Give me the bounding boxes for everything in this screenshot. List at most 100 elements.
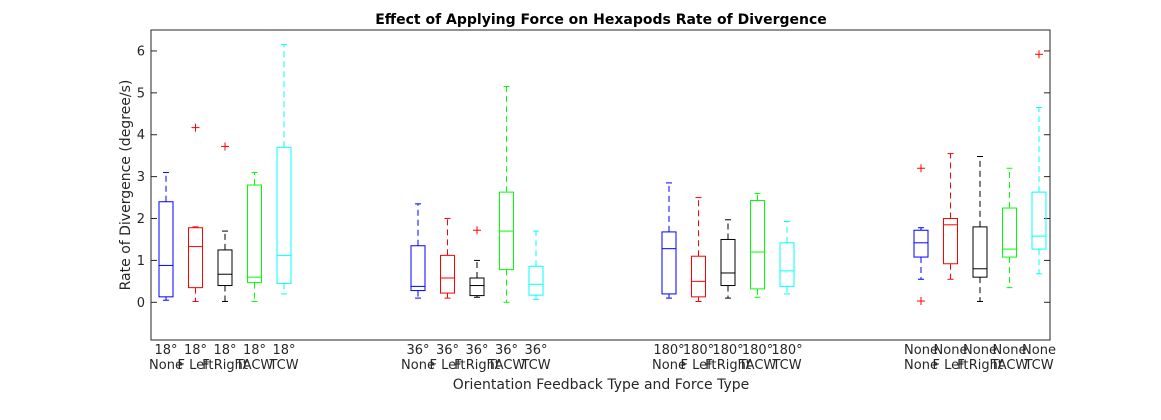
category-label-top: None <box>963 343 997 358</box>
box-iqr <box>779 242 795 287</box>
outlier-marker <box>221 142 229 151</box>
box-14 <box>750 192 765 298</box>
category-label-top: 18° <box>184 343 207 358</box>
category-label-bottom: TCW <box>1023 358 1053 373</box>
box-9 <box>499 86 514 303</box>
box-iqr <box>276 146 292 284</box>
box-iqr <box>158 201 174 298</box>
outlier-marker <box>473 226 481 235</box>
box-16 <box>913 164 929 306</box>
box-11 <box>661 182 677 299</box>
y-tick-label: 1 <box>137 254 145 269</box>
box-iqr <box>1031 191 1047 250</box>
box-4 <box>247 171 262 302</box>
category-label-bottom: F Right <box>202 358 248 373</box>
category-label-top: 36° <box>465 343 488 358</box>
category-label-top: 36° <box>436 343 459 358</box>
box-19 <box>1002 167 1017 289</box>
y-tick-label: 0 <box>137 296 145 311</box>
category-label-bottom: F Left <box>429 358 465 373</box>
category-label-bottom: F Right <box>705 358 751 373</box>
outlier-marker <box>917 164 925 173</box>
box-12 <box>691 197 706 302</box>
box-18 <box>972 156 988 302</box>
box-6 <box>410 203 426 299</box>
category-label-top: None <box>993 343 1027 358</box>
box-iqr <box>972 226 988 278</box>
boxes-group <box>158 44 1047 306</box>
category-label-bottom: None <box>149 358 183 373</box>
box-iqr <box>469 277 485 297</box>
category-label-top: None <box>904 343 938 358</box>
box-iqr <box>1002 207 1017 258</box>
category-label-bottom: F Left <box>680 358 716 373</box>
box-2 <box>188 123 203 302</box>
box-iqr <box>691 255 706 298</box>
box-iqr <box>720 238 736 287</box>
box-iqr <box>247 184 262 284</box>
box-5 <box>276 44 292 295</box>
box-20 <box>1031 50 1047 275</box>
category-label-bottom: F Left <box>932 358 968 373</box>
category-label-bottom: TACW <box>487 358 526 373</box>
category-label-top: 36° <box>406 343 429 358</box>
outlier-marker <box>191 123 200 132</box>
x-axis-label: Orientation Feedback Type and Force Type <box>453 377 750 393</box>
category-label-top: 18° <box>243 343 266 358</box>
category-label-bottom: None <box>401 358 435 373</box>
category-label-top: 180° <box>771 343 802 358</box>
category-label-bottom: None <box>652 358 686 373</box>
category-label-bottom: TCW <box>771 358 801 373</box>
y-tick-label: 4 <box>137 128 145 143</box>
box-iqr <box>750 200 765 290</box>
box-iqr <box>410 245 426 292</box>
category-label-top: None <box>934 343 968 358</box>
box-iqr <box>913 229 929 258</box>
box-7 <box>440 218 455 299</box>
category-label-bottom: TCW <box>520 358 550 373</box>
category-label-bottom: F Right <box>454 358 500 373</box>
category-label-top: 180° <box>683 343 714 358</box>
category-label-top: 36° <box>495 343 518 358</box>
y-tick-label: 2 <box>137 212 145 227</box>
category-label-bottom: F Right <box>957 358 1003 373</box>
box-1 <box>158 171 174 301</box>
category-label-bottom: F Left <box>177 358 213 373</box>
box-17 <box>943 153 958 280</box>
category-label-bottom: TCW <box>268 358 298 373</box>
category-label-top: 180° <box>742 343 773 358</box>
y-tick-label: 5 <box>137 86 145 101</box>
box-iqr <box>528 265 544 296</box>
category-label-top: 18° <box>154 343 177 358</box>
y-tick-label: 3 <box>137 170 145 185</box>
outlier-marker <box>1035 50 1043 59</box>
category-label-top: None <box>1022 343 1056 358</box>
category-label-top: 36° <box>524 343 547 358</box>
category-label-bottom: TACW <box>235 358 274 373</box>
category-label-top: 180° <box>712 343 743 358</box>
category-label-top: 18° <box>272 343 295 358</box>
box-iqr <box>217 249 233 287</box>
box-iqr <box>188 227 203 289</box>
box-13 <box>720 219 736 299</box>
y-tick-label: 6 <box>137 44 145 59</box>
box-15 <box>779 220 795 295</box>
category-label-bottom: None <box>904 358 938 373</box>
category-label-top: 180° <box>653 343 684 358</box>
box-iqr <box>661 231 677 295</box>
y-axis-label: Rate of Divergence (degree/s) <box>118 80 134 291</box>
category-label-bottom: TACW <box>990 358 1029 373</box>
box-3 <box>217 142 233 302</box>
category-label-top: 18° <box>213 343 236 358</box>
y-axis: 0 1 2 3 4 5 6 <box>137 44 1050 311</box>
box-8 <box>469 226 485 298</box>
chart-title: Effect of Applying Force on Hexapods Rat… <box>375 12 827 28</box>
box-10 <box>528 230 544 300</box>
plot-frame <box>150 29 1051 341</box>
category-label-bottom: TACW <box>738 358 777 373</box>
outlier-marker <box>917 297 925 306</box>
box-iqr <box>943 218 958 265</box>
